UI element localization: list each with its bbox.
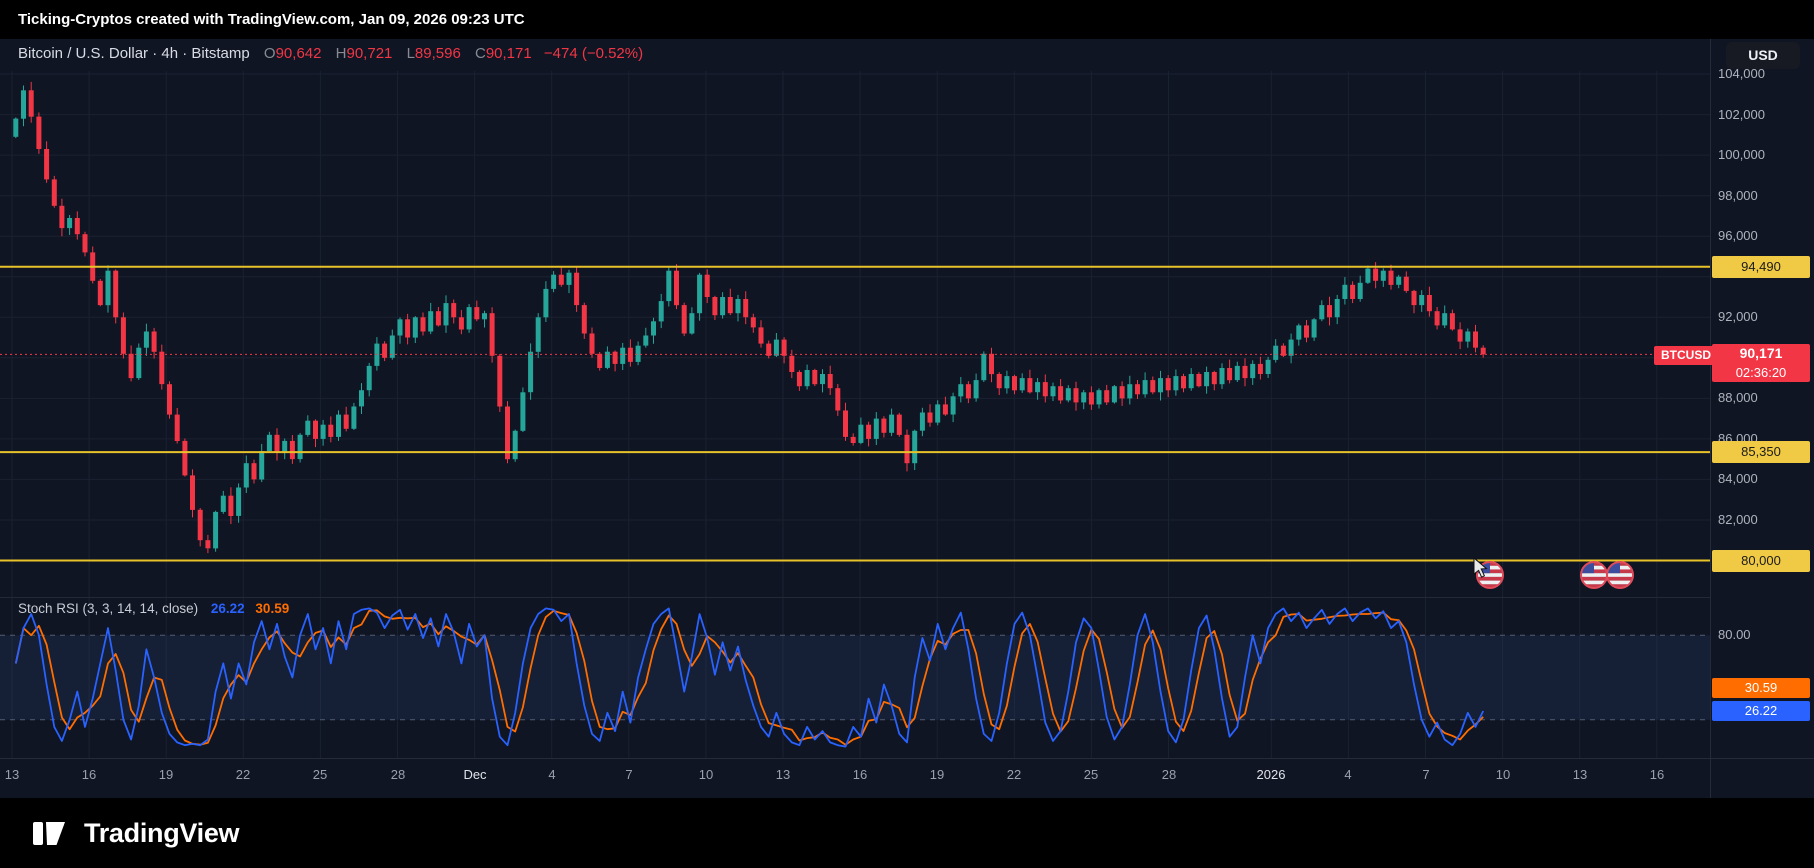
price-axis-label[interactable]: 102,000	[1718, 107, 1765, 122]
stoch-k-axis-badge: 26.22	[1712, 701, 1810, 721]
time-axis-label[interactable]: 10	[1495, 767, 1511, 782]
time-axis-label[interactable]: 22	[235, 767, 251, 782]
last-price-axis-badge: 90,171 02:36:20	[1712, 344, 1810, 382]
time-axis-label[interactable]: Dec	[463, 767, 487, 782]
time-axis-label[interactable]: 4	[548, 767, 556, 782]
price-axis-label[interactable]: 82,000	[1718, 512, 1758, 527]
tradingview-wordmark[interactable]: TradingView	[84, 817, 240, 848]
time-axis-label[interactable]: 25	[1083, 767, 1099, 782]
time-axis-label[interactable]: 4	[1344, 767, 1352, 782]
time-axis-label[interactable]: 16	[81, 767, 97, 782]
time-axis-label[interactable]: 13	[775, 767, 791, 782]
price-axis-label[interactable]: 92,000	[1718, 309, 1758, 324]
footer-bar: TradingView	[0, 798, 1814, 868]
snapshot-title: Ticking-Cryptos created with TradingView…	[18, 11, 525, 28]
price-axis-label[interactable]: 104,000	[1718, 66, 1765, 81]
price-axis-label[interactable]: 100,000	[1718, 147, 1765, 162]
stoch-band	[0, 634, 1710, 721]
time-axis-label[interactable]: 16	[852, 767, 868, 782]
high-value: 90,721	[346, 45, 393, 62]
time-axis-label[interactable]: 16	[1649, 767, 1665, 782]
stoch-d-value: 30.59	[255, 601, 290, 616]
support-resistance-lines[interactable]	[0, 265, 1710, 562]
time-axis-label[interactable]: 13	[4, 767, 20, 782]
stoch-k-line	[14, 607, 1485, 748]
open-value: 90,642	[275, 45, 322, 62]
price-axis-label[interactable]: 88,000	[1718, 390, 1758, 405]
stoch-d-axis-badge: 30.59	[1712, 678, 1810, 698]
open-label: O	[263, 45, 276, 62]
price-level-badge: 94,490	[1712, 256, 1810, 278]
time-axis-label[interactable]: 22	[1006, 767, 1022, 782]
time-axis-label[interactable]: 13	[1572, 767, 1588, 782]
low-value: 89,596	[414, 45, 461, 62]
us-flag-event-icon[interactable]	[1606, 561, 1634, 589]
price-axis-label[interactable]: 84,000	[1718, 471, 1758, 486]
stoch-rsi-header: Stoch RSI (3, 3, 14, 14, close) 26.22 30…	[18, 601, 289, 616]
stoch-k-value: 26.22	[210, 601, 245, 616]
time-axis-label[interactable]: 28	[1161, 767, 1177, 782]
price-level-badge: 80,000	[1712, 550, 1810, 572]
symbol-price-flag: BTCUSD	[1654, 346, 1718, 365]
tradingview-logo-icon[interactable]	[30, 813, 70, 853]
time-axis-label[interactable]: 7	[625, 767, 633, 782]
high-label: H	[335, 45, 347, 62]
time-axis-label[interactable]: 19	[158, 767, 174, 782]
price-axis-separator	[1710, 39, 1711, 798]
bar-countdown: 02:36:20	[1735, 365, 1787, 380]
mouse-cursor-icon	[1473, 556, 1488, 578]
low-label: L	[406, 45, 415, 62]
time-axis-label[interactable]: 19	[929, 767, 945, 782]
time-axis-label[interactable]: 25	[312, 767, 328, 782]
stoch-axis-80-label[interactable]: 80.00	[1718, 627, 1751, 642]
change-value: −474 (−0.52%)	[543, 45, 644, 62]
time-axis-label[interactable]: 28	[390, 767, 406, 782]
time-axis-label[interactable]: 10	[698, 767, 714, 782]
symbol-header: Bitcoin / U.S. Dollar · 4h · Bitstamp O9…	[18, 45, 643, 67]
time-axis-label[interactable]: 2026	[1256, 767, 1286, 782]
last-price-value: 90,171	[1739, 345, 1783, 361]
price-axis-label[interactable]: 98,000	[1718, 188, 1758, 203]
time-axis-border	[0, 758, 1814, 759]
close-label: C	[474, 45, 486, 62]
symbol-title[interactable]: Bitcoin / U.S. Dollar · 4h · Bitstamp	[18, 45, 250, 62]
close-value: 90,171	[485, 45, 532, 62]
snapshot-title-bar: Ticking-Cryptos created with TradingView…	[0, 0, 1814, 39]
pane-separator-handle[interactable]	[0, 597, 1710, 598]
stoch-rsi-title[interactable]: Stoch RSI (3, 3, 14, 14, close)	[18, 601, 199, 616]
us-flag-event-icon[interactable]	[1580, 561, 1608, 589]
price-level-badge: 85,350	[1712, 441, 1810, 463]
time-axis-label[interactable]: 7	[1422, 767, 1430, 782]
price-axis-label[interactable]: 96,000	[1718, 228, 1758, 243]
currency-toggle-button[interactable]: USD	[1726, 42, 1800, 69]
